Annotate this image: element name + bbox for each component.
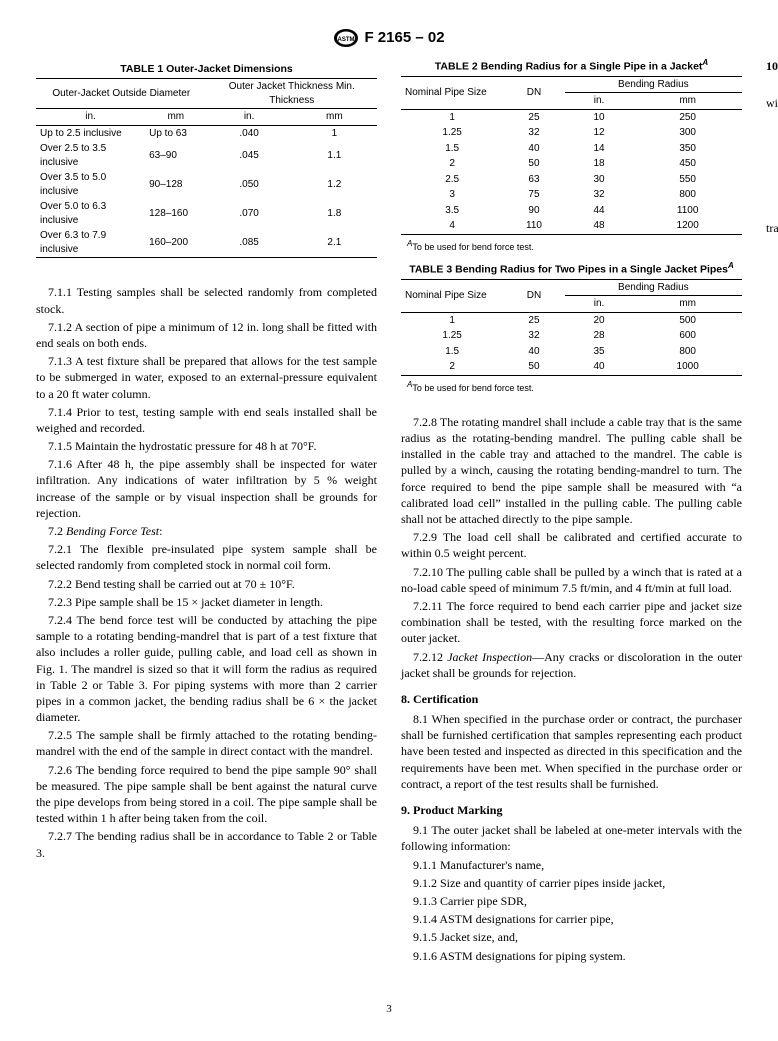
table-row: 12510250 [401, 109, 742, 125]
table-row: Over 6.3 to 7.9 inclusive160–200.0852.1 [36, 228, 377, 258]
para-8-1: 8.1 When specified in the purchase order… [401, 711, 742, 792]
para-7-2-12: 7.2.12 Jacket Inspection—Any cracks or d… [401, 649, 742, 681]
content-columns: TABLE 1 Outer-Jacket Dimensions Outer-Ja… [36, 58, 742, 988]
para-7-1-4: 7.1.4 Prior to test, testing sample with… [36, 404, 377, 436]
table-row: 1.54035800 [401, 344, 742, 360]
t3-unit-mm: mm [633, 296, 742, 313]
t3-unit-in: in. [565, 296, 634, 313]
table-2: TABLE 2 Bending Radius for a Single Pipe… [401, 58, 742, 253]
para-10-1-6: 10.1.6 Production code/coil number. The … [766, 204, 778, 236]
para-7-1-5: 7.1.5 Maintain the hydrostatic pressure … [36, 438, 377, 454]
table-1-title: TABLE 1 Outer-Jacket Dimensions [36, 62, 377, 76]
section-10-head: 10. Package Marking [766, 58, 778, 74]
para-10-1-7: 10.1.7 Bend force test result shown in p… [766, 238, 778, 254]
para-7-2-2: 7.2.2 Bend testing shall be carried out … [36, 576, 377, 592]
para-7-2-5: 7.2.5 The sample shall be firmly attache… [36, 727, 377, 759]
section-8-head: 8. Certification [401, 691, 742, 707]
para-10-1-5: 10.1.5 Coil length, [766, 186, 778, 202]
table-2-title: TABLE 2 Bending Radius for a Single Pipe… [401, 58, 742, 74]
table-row: 4110481200 [401, 218, 742, 234]
para-7-1-6: 7.1.6 After 48 h, the pipe assembly shal… [36, 456, 377, 521]
table-row: 3.590441100 [401, 203, 742, 219]
para-10-1-3: 10.1.3 Carrier pipe specification, [766, 149, 778, 165]
section-9-head: 9. Product Marking [401, 802, 742, 818]
t3-head-dn: DN [503, 279, 564, 312]
para-9-1-5: 9.1.5 Jacket size, and, [401, 929, 742, 945]
para-7-2-9: 7.2.9 The load cell shall be calibrated … [401, 529, 742, 561]
t3-head-br: Bending Radius [565, 279, 742, 296]
table-2-footnote: ATo be used for bend force test. [407, 239, 742, 253]
table-3-footnote: ATo be used for bend force test. [407, 380, 742, 394]
designation: F 2165 – 02 [364, 29, 444, 46]
t2-unit-mm: mm [633, 93, 742, 110]
para-7-2-1: 7.2.1 The flexible pre-insulated pipe sy… [36, 541, 377, 573]
table-row: Up to 2.5 inclusiveUp to 63.0401 [36, 125, 377, 141]
table-row: 250401000 [401, 359, 742, 375]
t2-head-nps: Nominal Pipe Size [401, 76, 503, 109]
table-row: 2.56330550 [401, 172, 742, 188]
table-row: 12520500 [401, 312, 742, 328]
table-row: Over 3.5 to 5.0 inclusive90–128.0501.2 [36, 170, 377, 199]
table-row: 1.253228600 [401, 328, 742, 344]
para-10-1-2: 10.1.2 Carrier pipe wall thickness, [766, 131, 778, 147]
svg-text:ASTM: ASTM [338, 37, 355, 43]
para-9-1: 9.1 The outer jacket shall be labeled at… [401, 822, 742, 854]
para-9-1-1: 9.1.1 Manufacturer's name, [401, 857, 742, 873]
table-row: 1.253212300 [401, 125, 742, 141]
para-7-2-3: 7.2.3 Pipe sample shall be 15 × jacket d… [36, 594, 377, 610]
page-number: 3 [36, 1002, 742, 1017]
para-9-1-3: 9.1.3 Carrier pipe SDR, [401, 893, 742, 909]
para-9-1-2: 9.1.2 Size and quantity of carrier pipes… [401, 875, 742, 891]
para-7-1-3: 7.1.3 A test fixture shall be prepared t… [36, 353, 377, 402]
table-row: 37532800 [401, 187, 742, 203]
para-7-2: 7.2 Bending Force Test: [36, 523, 377, 539]
para-7-2-4: 7.2.4 The bend force test will be conduc… [36, 612, 377, 725]
para-7-2-8: 7.2.8 The rotating mandrel shall include… [401, 414, 742, 527]
t3-head-nps: Nominal Pipe Size [401, 279, 503, 312]
t2-head-dn: DN [503, 76, 564, 109]
para-7-1-2: 7.1.2 A section of pipe a minimum of 12 … [36, 319, 377, 351]
para-7-1-1: 7.1.1 Testing samples shall be selected … [36, 284, 377, 316]
table-row: Over 2.5 to 3.5 inclusive63–90.0451.1 [36, 141, 377, 170]
para-9-1-4: 9.1.4 ASTM designations for carrier pipe… [401, 911, 742, 927]
t2-unit-in: in. [565, 93, 634, 110]
para-7-2-7: 7.2.7 The bending radius shall be in acc… [36, 828, 377, 860]
t1-head-b: Outer Jacket Thickness Min. Thickness [206, 79, 377, 109]
t1-unit-in-2: in. [206, 109, 291, 126]
para-10-1-4: 10.1.4 Jacket size, [766, 167, 778, 183]
para-9-1-6: 9.1.6 ASTM designations for piping syste… [401, 948, 742, 964]
t1-unit-in-1: in. [36, 109, 145, 126]
page-header: ASTM F 2165 – 02 [36, 28, 742, 48]
para-7-2-6: 7.2.6 The bending force required to bend… [36, 762, 377, 827]
t1-unit-mm-2: mm [292, 109, 377, 126]
para-10-1: 10.1 Product packaged for delivery to cu… [766, 78, 778, 110]
para-10-1-1: 10.1.1 Size and quantity of carrier pipe… [766, 113, 778, 129]
table-3: TABLE 3 Bending Radius for Two Pipes in … [401, 261, 742, 394]
t1-head-a: Outer-Jacket Outside Diameter [36, 79, 206, 109]
table-row: Over 5.0 to 6.3 inclusive128–160.0701.8 [36, 199, 377, 228]
t1-unit-mm-1: mm [145, 109, 206, 126]
t2-head-br: Bending Radius [565, 76, 742, 93]
para-7-2-10: 7.2.10 The pulling cable shall be pulled… [401, 564, 742, 596]
para-7-2-11: 7.2.11 The force required to bend each c… [401, 598, 742, 647]
table-row: 1.54014350 [401, 141, 742, 157]
astm-logo: ASTM [333, 28, 359, 48]
table-row: 25018450 [401, 156, 742, 172]
table-1: TABLE 1 Outer-Jacket Dimensions Outer-Ja… [36, 62, 377, 258]
table-3-title: TABLE 3 Bending Radius for Two Pipes in … [401, 261, 742, 277]
